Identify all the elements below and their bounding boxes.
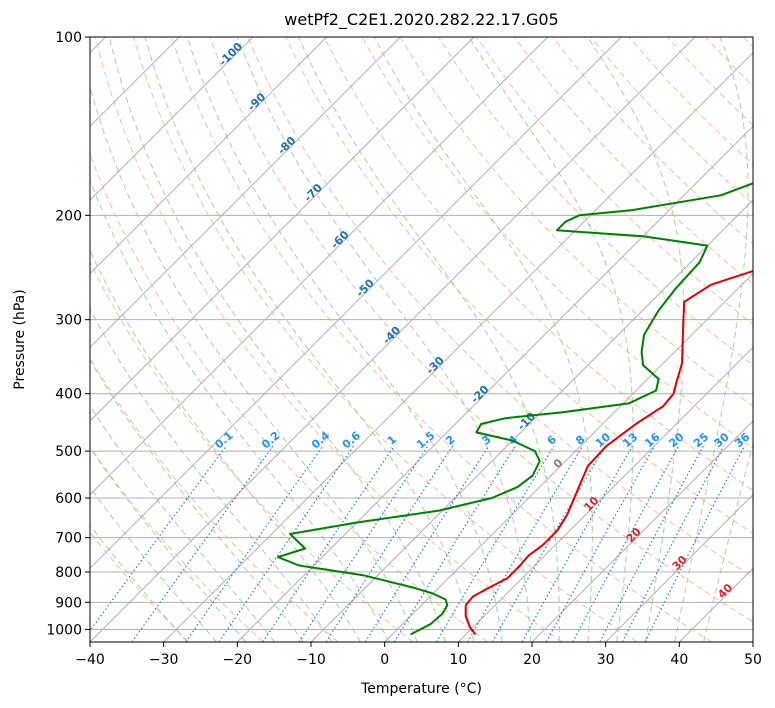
y-tick-label: 400 bbox=[55, 387, 82, 403]
dewpoint-profile-line bbox=[277, 182, 753, 636]
dry-adiabat-line bbox=[285, 37, 753, 535]
isotherm-line bbox=[90, 37, 328, 275]
y-tick-label: 300 bbox=[55, 313, 82, 329]
dry-adiabat-line bbox=[476, 37, 753, 325]
x-tick-label: −20 bbox=[223, 652, 253, 668]
isotherm-line bbox=[90, 37, 401, 349]
moist-adiabat-line bbox=[90, 447, 247, 642]
mixing-ratio-line bbox=[185, 445, 324, 642]
moist-adiabat-line bbox=[90, 308, 333, 642]
moist-adiabat-line bbox=[90, 524, 188, 642]
chart-title: wetPf2_C2E1.2020.282.22.17.G05 bbox=[284, 10, 558, 30]
dry-adiabat-line bbox=[171, 37, 712, 642]
moist-adiabat-line bbox=[298, 37, 560, 642]
mixing-ratio-line bbox=[325, 445, 454, 642]
y-tick-label: 700 bbox=[55, 531, 82, 547]
isotherm-line bbox=[384, 272, 753, 642]
isotherm-line bbox=[90, 37, 622, 570]
moist-adiabat-line bbox=[90, 249, 362, 642]
mixing-ratio-line bbox=[521, 445, 634, 642]
dry-adiabat-line bbox=[209, 37, 753, 623]
isotherm-line bbox=[163, 51, 753, 642]
moist-adiabat-line bbox=[144, 37, 475, 642]
x-tick-label: 50 bbox=[744, 652, 762, 668]
dry-adiabat-line bbox=[514, 37, 753, 285]
mixing-ratio-line bbox=[218, 445, 355, 642]
y-tick-label: 900 bbox=[55, 595, 82, 611]
mixing-ratio-lines bbox=[90, 445, 746, 642]
isotherm-line bbox=[605, 493, 753, 642]
y-axis-ticks: 100 200 300 400 500 600 700 800 900 1000 bbox=[46, 30, 90, 638]
dry-adiabat-lines bbox=[90, 37, 753, 642]
moist-adiabat-line bbox=[90, 404, 275, 642]
y-axis-label: Pressure (hPa) bbox=[12, 289, 28, 389]
isotherm-line bbox=[457, 346, 753, 642]
moist-adiabat-line bbox=[674, 37, 749, 642]
mixing-ratio-line bbox=[644, 445, 746, 642]
mixing-ratio-line bbox=[435, 445, 555, 642]
isotherm-line bbox=[90, 37, 549, 496]
x-tick-label: 0 bbox=[380, 652, 389, 668]
moist-adiabat-line bbox=[90, 84, 418, 642]
moist-adiabat-line bbox=[90, 178, 390, 642]
isotherm-line bbox=[531, 420, 753, 642]
x-axis-label: Temperature (°C) bbox=[360, 681, 482, 697]
dry-adiabat-line bbox=[90, 260, 414, 642]
x-tick-label: −30 bbox=[149, 652, 179, 668]
mixing-ratio-line bbox=[131, 445, 274, 642]
moist-adiabat-line bbox=[373, 37, 593, 642]
mixing-ratio-line bbox=[393, 445, 516, 642]
mixing-ratio-line bbox=[364, 445, 490, 642]
x-axis-ticks: −40 −30 −20 −10 0 10 20 30 40 50 bbox=[75, 642, 762, 668]
y-tick-label: 500 bbox=[55, 444, 82, 460]
mixing-ratio-line bbox=[466, 445, 584, 642]
y-tick-label: 200 bbox=[55, 208, 82, 224]
mixing-ratio-line bbox=[621, 445, 725, 642]
dry-adiabat-line bbox=[323, 37, 753, 491]
temperature-profile-line bbox=[464, 269, 753, 636]
x-tick-label: 30 bbox=[597, 652, 615, 668]
isotherm-line bbox=[236, 125, 753, 642]
moist-adiabat-line bbox=[186, 37, 503, 642]
dry-adiabat-line bbox=[90, 356, 339, 642]
x-tick-label: −10 bbox=[296, 652, 326, 668]
x-tick-label: 20 bbox=[523, 652, 541, 668]
isotherm-line bbox=[90, 37, 254, 201]
plot-area: 0.1 0.2 0.4 0.6 1 1.5 2 3 4 6 8 10 13 16 20 25 30 36-100-… bbox=[90, 37, 753, 642]
moist-adiabat-line bbox=[237, 37, 532, 642]
plot-frame bbox=[89, 36, 754, 643]
isotherm-lines bbox=[90, 37, 753, 642]
y-tick-label: 100 bbox=[55, 30, 82, 46]
mixing-ratio-line bbox=[298, 445, 429, 642]
sounding-series bbox=[277, 182, 753, 636]
dry-adiabat-line bbox=[132, 37, 638, 642]
dry-adiabat-line bbox=[94, 37, 563, 642]
y-tick-label: 800 bbox=[55, 565, 82, 581]
dry-adiabat-line bbox=[247, 37, 753, 578]
mixing-ratio-line bbox=[545, 445, 656, 642]
y-tick-label: 1000 bbox=[46, 622, 82, 638]
moist-adiabat-lines bbox=[90, 37, 753, 642]
x-tick-label: 40 bbox=[670, 652, 688, 668]
moist-adiabat-line bbox=[108, 37, 447, 642]
y-tick-label: 600 bbox=[55, 491, 82, 507]
moist-adiabat-line bbox=[90, 486, 217, 642]
mixing-ratio-line bbox=[262, 445, 395, 642]
dry-adiabat-line bbox=[90, 446, 264, 642]
moist-adiabat-line bbox=[90, 358, 304, 642]
moist-adiabat-line bbox=[703, 441, 753, 642]
x-tick-label: −40 bbox=[75, 652, 105, 668]
x-tick-label: 10 bbox=[449, 652, 467, 668]
